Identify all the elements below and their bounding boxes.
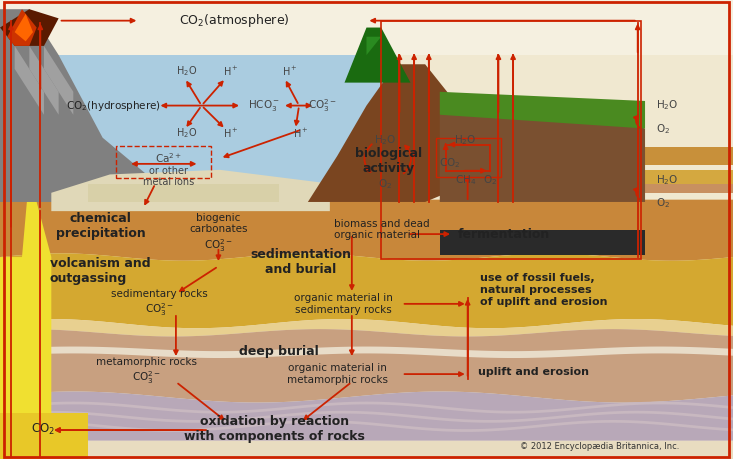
Text: use of fossil fuels,
natural processes
of uplift and erosion: use of fossil fuels, natural processes o… <box>480 274 608 307</box>
Polygon shape <box>51 170 330 211</box>
Polygon shape <box>345 28 410 83</box>
Text: biological
activity: biological activity <box>355 146 422 175</box>
Text: fermentation: fermentation <box>458 228 550 241</box>
Text: O$_2$: O$_2$ <box>482 173 497 187</box>
Polygon shape <box>15 14 33 41</box>
Text: metal ions: metal ions <box>143 177 194 187</box>
Text: H$^+$: H$^+$ <box>281 65 298 78</box>
Text: organic material in
metamorphic rocks: organic material in metamorphic rocks <box>287 363 388 385</box>
Polygon shape <box>645 170 733 184</box>
Text: O$_2$: O$_2$ <box>656 196 670 210</box>
Polygon shape <box>308 64 469 202</box>
Text: CO$_3^{2-}$: CO$_3^{2-}$ <box>308 97 337 114</box>
Text: H$_2$O: H$_2$O <box>454 133 476 147</box>
Text: Ca$^{2+}$: Ca$^{2+}$ <box>155 151 182 165</box>
Text: H$^+$: H$^+$ <box>223 65 239 78</box>
Polygon shape <box>440 230 645 255</box>
Polygon shape <box>44 46 73 115</box>
Text: metamorphic rocks
CO$_3^{2-}$: metamorphic rocks CO$_3^{2-}$ <box>96 357 197 386</box>
Polygon shape <box>7 9 37 46</box>
Text: H$_2$O: H$_2$O <box>177 126 197 140</box>
Polygon shape <box>0 174 51 459</box>
Text: H$_2$O: H$_2$O <box>374 133 396 147</box>
Polygon shape <box>440 92 645 129</box>
Polygon shape <box>0 9 169 202</box>
Polygon shape <box>88 184 279 202</box>
Text: biomass and dead
organic material: biomass and dead organic material <box>334 218 429 241</box>
Polygon shape <box>0 55 396 211</box>
Text: volcanism and
outgassing: volcanism and outgassing <box>50 257 150 285</box>
Text: CO$_2$: CO$_2$ <box>438 156 460 170</box>
Text: HCO$_3^-$: HCO$_3^-$ <box>248 98 280 113</box>
Polygon shape <box>15 46 44 115</box>
Polygon shape <box>645 55 733 257</box>
Text: CO$_2$(hydrosphere): CO$_2$(hydrosphere) <box>66 99 161 112</box>
Text: © 2012 Encyclopædia Britannica, Inc.: © 2012 Encyclopædia Britannica, Inc. <box>520 442 679 451</box>
Text: biogenic
carbonates
CO$_3^{2-}$: biogenic carbonates CO$_3^{2-}$ <box>189 213 248 253</box>
Polygon shape <box>440 101 645 202</box>
Text: deep burial: deep burial <box>239 345 318 358</box>
Text: or other: or other <box>149 166 188 176</box>
Polygon shape <box>0 9 59 46</box>
Text: O$_2$: O$_2$ <box>656 123 670 136</box>
Polygon shape <box>0 0 733 55</box>
Text: CH$_4$: CH$_4$ <box>454 173 476 187</box>
Polygon shape <box>366 37 381 55</box>
Text: H$^+$: H$^+$ <box>223 127 239 140</box>
Text: CO$_2$(atmosphere): CO$_2$(atmosphere) <box>180 12 290 29</box>
Text: sedimentation
and burial: sedimentation and burial <box>250 247 351 276</box>
Text: organic material in
sedimentary rocks: organic material in sedimentary rocks <box>294 293 392 315</box>
Polygon shape <box>0 413 88 459</box>
Text: O$_2$: O$_2$ <box>377 178 392 191</box>
Text: H$_2$O: H$_2$O <box>177 64 197 78</box>
Polygon shape <box>645 184 733 193</box>
Text: H$_2$O: H$_2$O <box>656 99 679 112</box>
Text: H$_2$O: H$_2$O <box>656 173 679 187</box>
Text: CO$_2$: CO$_2$ <box>31 422 54 437</box>
Polygon shape <box>645 147 733 165</box>
Text: H$^+$: H$^+$ <box>292 127 309 140</box>
Text: oxidation by reaction
with components of rocks: oxidation by reaction with components of… <box>185 415 365 443</box>
Polygon shape <box>0 441 733 459</box>
Polygon shape <box>29 46 59 115</box>
Text: uplift and erosion: uplift and erosion <box>478 367 589 377</box>
Text: sedimentary rocks
CO$_3^{2-}$: sedimentary rocks CO$_3^{2-}$ <box>111 289 208 319</box>
Text: chemical
precipitation: chemical precipitation <box>56 212 145 240</box>
